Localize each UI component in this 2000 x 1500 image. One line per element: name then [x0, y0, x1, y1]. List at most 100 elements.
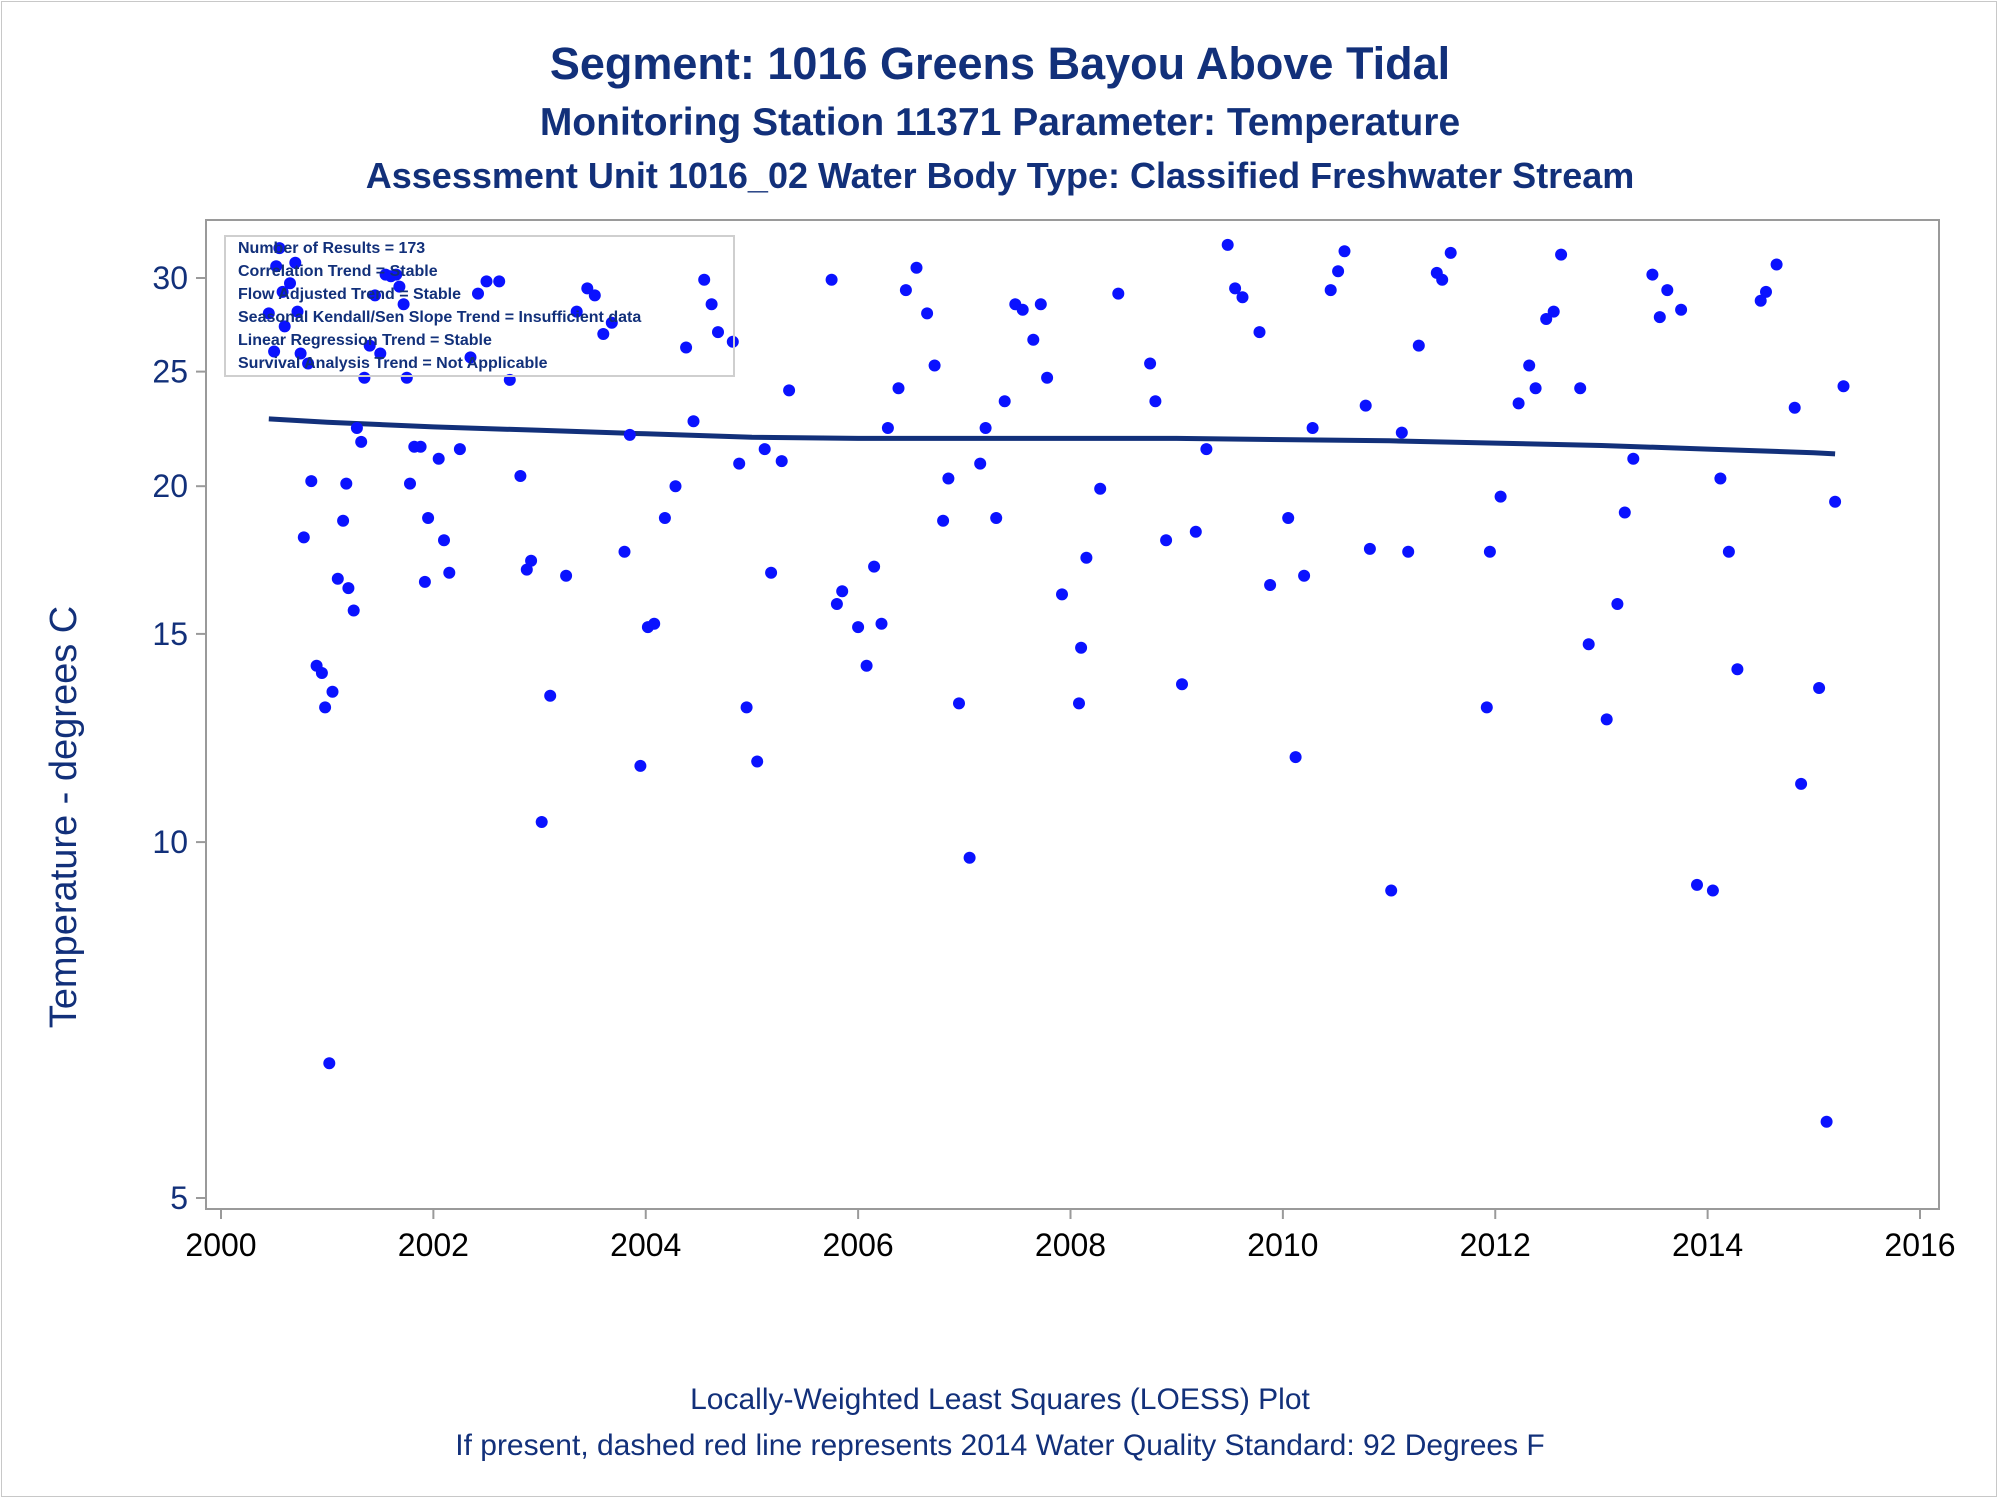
data-point	[1112, 287, 1125, 300]
data-point	[1555, 248, 1568, 261]
data-point	[881, 422, 894, 434]
y-tick-label: 20	[152, 468, 188, 504]
data-point	[852, 621, 865, 634]
plot-area	[205, 219, 1940, 1210]
data-point	[1754, 294, 1767, 307]
data-point	[726, 335, 739, 348]
data-point	[658, 512, 671, 524]
data-point	[868, 560, 881, 573]
data-point	[1221, 238, 1234, 251]
stat-line: Linear Regression Trend = Stable	[238, 332, 492, 349]
data-point	[514, 470, 527, 482]
y-axis-label: Temperature - degrees C	[43, 606, 85, 1028]
data-point	[648, 617, 661, 630]
data-point	[860, 659, 873, 672]
data-point	[1731, 663, 1744, 676]
data-point	[783, 384, 796, 397]
stat-line: Flow Adjusted Trend = Stable	[238, 286, 461, 303]
x-tick-label: 2000	[185, 1227, 256, 1263]
data-point	[1523, 359, 1536, 372]
data-point	[1661, 284, 1674, 297]
data-point	[1691, 878, 1703, 891]
data-point	[1363, 542, 1376, 555]
x-tick-label: 2008	[1035, 1227, 1106, 1263]
data-point	[289, 256, 302, 269]
data-point	[326, 685, 339, 698]
data-point	[1706, 884, 1719, 897]
x-axis: 2000 2002 2004 2006 2008 2010 2012 2014 2016	[185, 1209, 1956, 1263]
stat-line: Seasonal Kendall/Sen Slope Trend = Insuf…	[238, 309, 642, 326]
data-point	[1332, 265, 1345, 278]
data-point	[1574, 382, 1587, 395]
data-point	[1094, 482, 1107, 495]
data-point	[899, 284, 912, 297]
data-point	[1298, 569, 1311, 582]
data-point	[525, 554, 538, 567]
data-point	[1618, 506, 1631, 519]
data-point	[438, 534, 450, 547]
data-point	[1582, 638, 1595, 651]
data-point	[1627, 452, 1640, 465]
data-point	[390, 268, 403, 281]
x-tick-label: 2014	[1672, 1227, 1743, 1263]
data-point	[825, 273, 838, 286]
data-point	[374, 347, 387, 360]
data-point	[1412, 339, 1425, 352]
data-point	[921, 307, 934, 320]
data-point	[733, 457, 746, 470]
data-point	[669, 480, 682, 493]
data-point	[1324, 284, 1337, 297]
data-point	[400, 371, 413, 384]
data-point	[414, 440, 427, 453]
data-point	[443, 566, 456, 579]
data-point	[262, 307, 275, 320]
x-tick-label: 2012	[1460, 1227, 1531, 1263]
data-point	[1289, 751, 1302, 764]
data-point	[963, 851, 976, 864]
data-point	[1395, 426, 1408, 439]
data-point	[432, 452, 445, 465]
data-point	[276, 285, 289, 298]
data-point	[1253, 326, 1266, 339]
data-point	[974, 457, 987, 470]
data-point	[618, 545, 631, 558]
data-point	[544, 689, 557, 702]
data-point	[1264, 579, 1277, 591]
data-point	[472, 287, 484, 300]
data-point	[875, 617, 888, 630]
x-tick-label: 2016	[1884, 1227, 1955, 1263]
data-point	[581, 282, 594, 295]
data-point	[998, 395, 1011, 408]
data-point	[1529, 382, 1542, 395]
loess-layer	[268, 416, 1836, 457]
data-point	[355, 435, 368, 448]
data-point	[319, 701, 332, 714]
data-point	[1034, 298, 1047, 311]
data-point	[1760, 285, 1772, 298]
data-point	[1483, 545, 1496, 558]
data-point	[291, 305, 304, 318]
data-point	[1494, 490, 1507, 503]
data-point	[1041, 371, 1054, 384]
x-tick-label: 2004	[610, 1227, 681, 1263]
stat-line: Correlation Trend = Stable	[238, 263, 438, 280]
data-point	[1837, 380, 1850, 393]
y-tick-label: 30	[152, 260, 188, 296]
data-point	[560, 569, 573, 582]
data-point	[1600, 713, 1613, 726]
data-point	[634, 759, 647, 772]
points-layer	[262, 238, 1850, 1128]
data-point	[1436, 273, 1449, 286]
data-point	[588, 289, 601, 302]
data-point	[270, 260, 283, 273]
data-point	[1359, 399, 1372, 412]
data-point	[712, 326, 724, 339]
data-point	[363, 339, 376, 352]
x-tick-label: 2002	[398, 1227, 469, 1263]
data-point	[1189, 525, 1202, 538]
data-point	[687, 415, 700, 428]
data-point	[570, 305, 583, 318]
data-point	[1056, 588, 1068, 601]
data-point	[597, 328, 610, 340]
